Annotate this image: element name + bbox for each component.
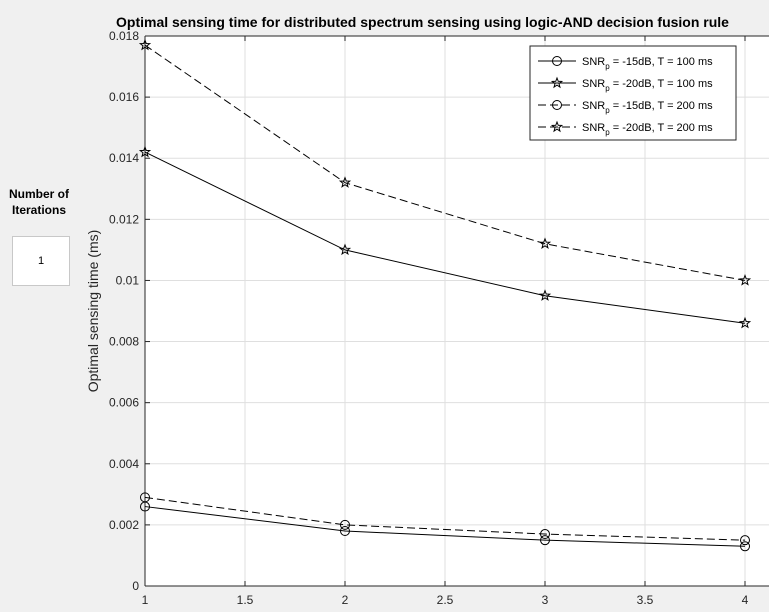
x-tick-label: 3 <box>542 593 549 607</box>
y-tick-label: 0.004 <box>109 457 139 471</box>
series-line-1 <box>144 506 746 547</box>
data-point-series-4 <box>738 274 752 286</box>
legend-label-4: SNRp = -20dB, T = 200 ms <box>582 122 713 137</box>
data-point-series-3 <box>740 535 750 546</box>
legend-label-2: SNRp = -20dB, T = 100 ms <box>582 78 713 93</box>
x-tick-label: 2.5 <box>437 593 454 607</box>
y-tick-label: 0 <box>132 579 139 593</box>
x-tick-label: 3.5 <box>637 593 654 607</box>
y-tick-label: 0.006 <box>109 396 139 410</box>
iterations-input[interactable]: 1 <box>12 236 70 286</box>
iterations-label: Number of Iterations <box>4 186 74 218</box>
x-tick-label: 2 <box>342 593 349 607</box>
legend-marker-2 <box>550 76 564 89</box>
y-tick-label: 0.01 <box>116 273 140 287</box>
chart-title: Optimal sensing time for distributed spe… <box>116 14 729 30</box>
series-line-3 <box>144 496 746 541</box>
data-point-series-2 <box>338 243 352 256</box>
iterations-label-line2: Iterations <box>11 203 66 217</box>
axes: 1 1.5 2 2.5 3 3.5 4 0 0.002 0.004 0.006 0.008 0.01 0.… <box>109 29 769 607</box>
data-point-series-2 <box>138 145 152 158</box>
legend-label-1: SNRp = -15dB, T = 100 ms <box>582 56 713 71</box>
iterations-label-line1: Number of <box>9 187 69 201</box>
x-tick-label: 1.5 <box>237 593 254 607</box>
legend-marker-3 <box>552 100 562 110</box>
legend-marker-4 <box>550 120 564 133</box>
x-tick-label: 1 <box>142 593 149 607</box>
y-axis-label: Optimal sensing time (ms) <box>85 230 101 393</box>
data-point-series-4 <box>338 176 352 188</box>
legend-marker-1 <box>552 56 562 66</box>
series-group <box>138 38 752 552</box>
data-point-series-2 <box>738 316 752 329</box>
y-tick-label: 0.018 <box>109 29 139 43</box>
grid <box>145 35 769 586</box>
series-line-2 <box>144 151 746 324</box>
data-point-series-4 <box>138 38 152 51</box>
legend-label-3: SNRp = -15dB, T = 200 ms <box>582 100 713 115</box>
y-tick-label: 0.014 <box>109 151 139 165</box>
legend-box <box>529 45 737 141</box>
data-point-series-3 <box>540 529 550 540</box>
y-tick-label: 0.016 <box>109 90 139 104</box>
y-tick-label: 0.002 <box>109 518 139 532</box>
legend: SNRp = -15dB, T = 100 ms SNRp = -20dB, T … <box>529 45 737 141</box>
data-point-series-4 <box>538 237 552 249</box>
data-point-series-3 <box>140 492 150 503</box>
data-point-series-1 <box>340 526 350 536</box>
x-tick-label: 4 <box>742 593 749 607</box>
data-point-series-1 <box>740 541 750 552</box>
data-point-series-2 <box>538 289 552 301</box>
series-line-4 <box>144 44 746 281</box>
data-point-series-3 <box>340 519 350 530</box>
y-tick-label: 0.012 <box>109 212 139 226</box>
y-tick-label: 0.008 <box>109 335 139 349</box>
data-point-series-1 <box>540 535 550 546</box>
